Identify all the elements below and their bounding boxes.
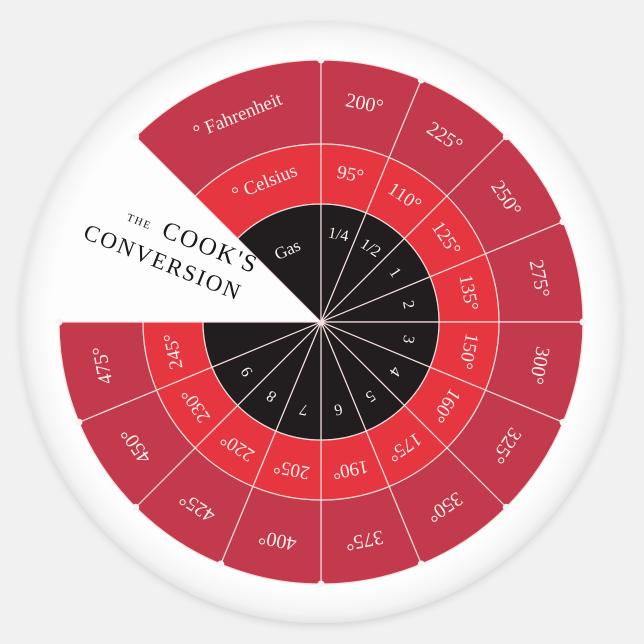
edge-notch xyxy=(559,418,567,426)
edge-notch xyxy=(132,503,140,511)
edge-notch xyxy=(317,580,325,588)
gas-value: 3 xyxy=(399,334,417,345)
gas-value: 6 xyxy=(333,400,344,418)
edge-notch xyxy=(417,560,425,568)
gas-value: 1/4 xyxy=(327,225,350,246)
edge-notch xyxy=(559,218,567,226)
edge-notch xyxy=(132,133,140,141)
edge-notch xyxy=(217,560,225,568)
celsius-value: 95° xyxy=(335,162,365,188)
edge-notch xyxy=(502,133,510,141)
edge-notch xyxy=(55,318,63,326)
gas-value: 7 xyxy=(298,400,309,418)
edge-notch xyxy=(417,76,425,84)
edge-notch xyxy=(502,503,510,511)
edge-notch xyxy=(75,418,83,426)
edge-notch xyxy=(317,56,325,64)
gas-value: 2 xyxy=(399,299,417,310)
gas-sector xyxy=(202,321,322,368)
gas-label-sector xyxy=(236,203,322,324)
edge-notch xyxy=(579,318,587,326)
